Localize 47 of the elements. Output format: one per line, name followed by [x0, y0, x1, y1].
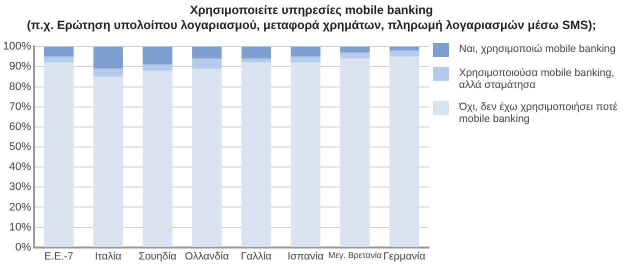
bar [290, 62, 320, 247]
bar [241, 46, 272, 59]
bar [192, 68, 222, 247]
bar [241, 58, 272, 63]
y-tick-label: 40% [9, 161, 32, 174]
bar [93, 76, 123, 247]
bar [44, 56, 74, 63]
bar [390, 56, 420, 247]
bar [290, 46, 320, 57]
bar [290, 56, 320, 63]
x-tick-label: Ισπανία [287, 250, 324, 263]
bar [192, 46, 222, 59]
y-tick-label: 50% [9, 141, 32, 154]
legend-label: Χρησιμοποιούσα mobile banking, αλλά σταμάτησα [459, 67, 616, 91]
y-tick-label: 100% [2, 40, 32, 53]
bar [93, 68, 123, 77]
bar [142, 46, 172, 65]
y-tick-label: 30% [9, 181, 32, 194]
y-tick-label: 80% [9, 80, 32, 93]
x-tick-label: Ολλανδία [184, 250, 229, 263]
bar [44, 62, 74, 247]
x-tick-label: Γαλλία [240, 250, 272, 263]
bar [192, 58, 222, 69]
bar [44, 46, 74, 57]
bar [340, 46, 370, 53]
x-tick-label: Μεγ. Βρετανία [328, 250, 382, 260]
y-tick-label: 90% [9, 60, 32, 73]
chart-subtitle: (π.χ. Ερώτηση υπολοίπου λογαριασμού, μεταφορά χρημάτων, πληρωμή λογαριασμών μέσω SMS); [26, 18, 598, 33]
bar [390, 50, 420, 57]
bar [241, 62, 272, 247]
y-tick-label: 20% [9, 201, 32, 214]
x-tick-label: Γερμανία [383, 250, 426, 263]
y-tick-label: 70% [9, 100, 32, 113]
x-tick-label: Σουηδία [138, 250, 177, 263]
legend-label: Όχι, δεν έχω χρησιμοποιήσει ποτέ mobile banking [459, 101, 619, 125]
bar [142, 70, 172, 247]
chart-title: Χρησιμοποιείτε υπηρεσίες mobile banking [188, 3, 434, 18]
y-tick-label: 10% [9, 221, 32, 234]
bar [93, 46, 123, 69]
y-tick-label: 60% [9, 120, 32, 133]
legend-label: Ναι, χρησιμοποιώ mobile banking [459, 43, 616, 55]
bar [340, 52, 370, 59]
x-tick-label: Ε.Ε.-7 [44, 250, 74, 263]
y-tick-label: 0% [15, 241, 32, 254]
x-tick-label: Ιταλία [94, 250, 122, 263]
bar [340, 58, 370, 247]
bar [142, 64, 172, 71]
